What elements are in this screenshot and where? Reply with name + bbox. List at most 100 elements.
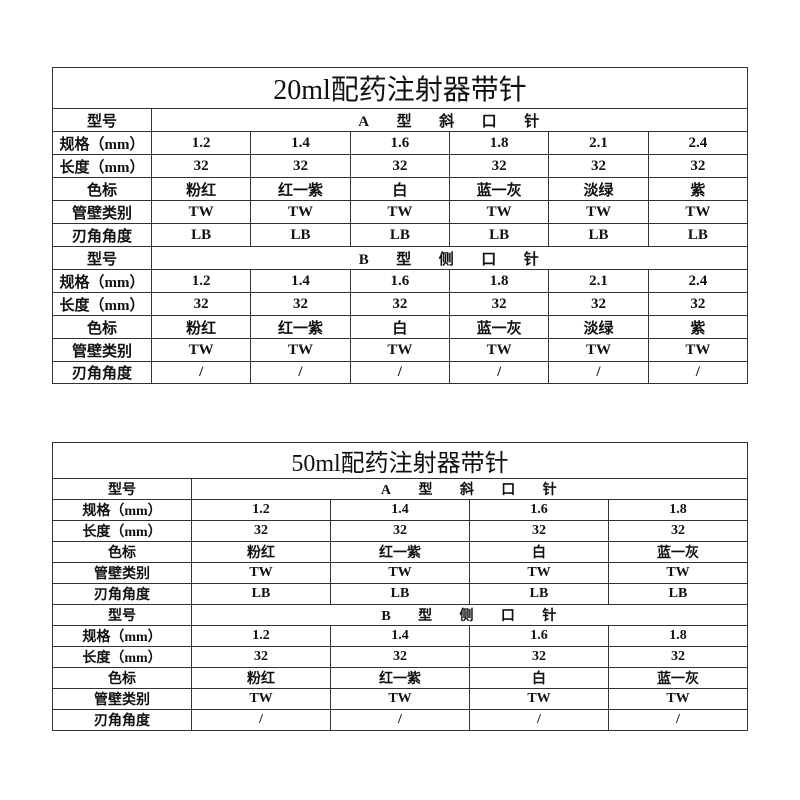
table-cell: 蓝一灰: [608, 541, 748, 563]
table-cell: TW: [448, 200, 550, 224]
type-row: 型号 A 型 斜 口 针: [52, 478, 748, 500]
table-cell: /: [647, 361, 749, 384]
table-cell: 粉红: [150, 315, 252, 339]
table-cell: LB: [548, 223, 649, 247]
table-cell: 2.1: [548, 131, 649, 155]
row-label: 色标: [52, 667, 192, 689]
type-label: 型号: [52, 604, 192, 626]
table-row: 规格（mm） 1.2 1.4 1.6 1.8: [52, 499, 748, 521]
table-cell: /: [330, 709, 470, 731]
spec-table-20ml: 20ml配药注射器带针 型号 A 型斜口针规格（mm） 1.2 1.4 1.6 1.8 2.1 2…: [52, 67, 749, 384]
row-label: 刃角角度: [52, 583, 192, 605]
table-cell: 红一紫: [250, 177, 351, 201]
type-value-part: A: [358, 113, 371, 130]
table-cell: TW: [469, 688, 609, 710]
table-cell: 1.6: [349, 131, 450, 155]
table-cell: TW: [647, 200, 749, 224]
table-cell: 红一紫: [250, 315, 351, 339]
type-value-part: B: [358, 251, 371, 268]
table-cell: 淡绿: [548, 315, 649, 339]
table-cell: 红一紫: [330, 667, 470, 689]
table-cell: /: [191, 709, 331, 731]
row-label: 色标: [52, 315, 152, 339]
table-row: 长度（mm） 32 32 32 32: [52, 646, 748, 668]
table-cell: 蓝一灰: [448, 315, 550, 339]
type-value-part: 型: [418, 483, 434, 498]
row-label: 色标: [52, 541, 192, 563]
table-cell: LB: [448, 223, 550, 247]
table-cell: /: [150, 361, 252, 384]
row-label: 规格（mm）: [52, 625, 192, 647]
table-cell: LB: [250, 223, 351, 247]
type-value-part: B: [381, 609, 393, 624]
table-row: 管壁类别 TW TW TW TW TW TW: [52, 200, 749, 224]
row-label: 色标: [52, 177, 152, 201]
row-label: 刃角角度: [52, 361, 152, 384]
table-cell: 紫: [647, 315, 749, 339]
type-value-part: 型: [418, 609, 434, 624]
table-cell: TW: [250, 200, 351, 224]
table-cell: 2.4: [647, 131, 749, 155]
table-cell: 32: [647, 154, 749, 178]
table-cell: LB: [647, 223, 749, 247]
table-cell: 32: [330, 520, 470, 542]
table-cell: 粉红: [191, 667, 331, 689]
table-cell: 白: [349, 177, 450, 201]
row-label: 刃角角度: [52, 709, 192, 731]
table-cell: LB: [150, 223, 252, 247]
table-title: 50ml配药注射器带针: [52, 442, 748, 479]
spec-table-50ml: 50ml配药注射器带针 型号 A 型斜口针规格（mm） 1.2 1.4 1.6 1.8 长度（m…: [52, 442, 748, 731]
table-cell: 1.2: [150, 131, 252, 155]
table-cell: 32: [469, 646, 609, 668]
table-cell: 32: [448, 154, 550, 178]
type-value-part: 针: [523, 251, 541, 268]
table-cell: 粉红: [191, 541, 331, 563]
table-cell: 紫: [647, 177, 749, 201]
table-cell: 32: [330, 646, 470, 668]
row-label: 长度（mm）: [52, 646, 192, 668]
table-cell: 1.4: [250, 131, 351, 155]
table-cell: 红一紫: [330, 541, 470, 563]
table-cell: TW: [349, 338, 450, 362]
table-cell: 32: [250, 154, 351, 178]
table-cell: 32: [150, 154, 252, 178]
table-cell: 1.2: [191, 499, 331, 521]
row-label: 管壁类别: [52, 562, 192, 584]
row-label: 长度（mm）: [52, 520, 192, 542]
table-row: 色标 粉红 红一紫白蓝一灰 淡绿紫: [52, 315, 749, 339]
table-cell: 1.6: [349, 269, 450, 293]
type-value-part: 口: [481, 251, 498, 268]
table-row: 长度（mm） 32 32 32 32: [52, 520, 748, 542]
type-value-part: 侧: [438, 251, 456, 268]
table-row: 规格（mm） 1.2 1.4 1.6 1.8 2.1 2.4: [52, 269, 749, 293]
table-cell: /: [548, 361, 649, 384]
type-row: 型号 A 型 斜 口 针: [52, 108, 748, 132]
table-cell: /: [250, 361, 351, 384]
type-label: 型号: [52, 108, 152, 132]
table-cell: 白: [469, 541, 609, 563]
table-cell: TW: [150, 338, 252, 362]
table-cell: TW: [330, 688, 470, 710]
table-cell: 1.8: [448, 269, 550, 293]
table-cell: 32: [150, 292, 252, 316]
table-cell: TW: [150, 200, 252, 224]
table-cell: 1.6: [469, 499, 609, 521]
type-value-part: 斜: [439, 113, 456, 130]
table-cell: 蓝一灰: [608, 667, 748, 689]
row-label: 刃角角度: [52, 223, 152, 247]
row-label: 规格（mm）: [52, 499, 192, 521]
type-value-part: 针: [524, 113, 541, 130]
table-cell: LB: [349, 223, 450, 247]
table-row: 规格（mm） 1.2 1.4 1.6 1.8: [52, 625, 748, 647]
type-value-part: 口: [500, 609, 517, 624]
table-cell: 32: [469, 520, 609, 542]
table-cell: 1.2: [191, 625, 331, 647]
type-value-part: A: [380, 483, 393, 498]
table-cell: 粉红: [150, 177, 252, 201]
type-value-part: 型: [396, 251, 413, 268]
table-cell: LB: [330, 583, 470, 605]
table-cell: 32: [608, 520, 748, 542]
table-row: 刃角角度 LB LB LB LB: [52, 583, 748, 605]
table-row: 管壁类别 TW TW TW TW: [52, 688, 748, 710]
